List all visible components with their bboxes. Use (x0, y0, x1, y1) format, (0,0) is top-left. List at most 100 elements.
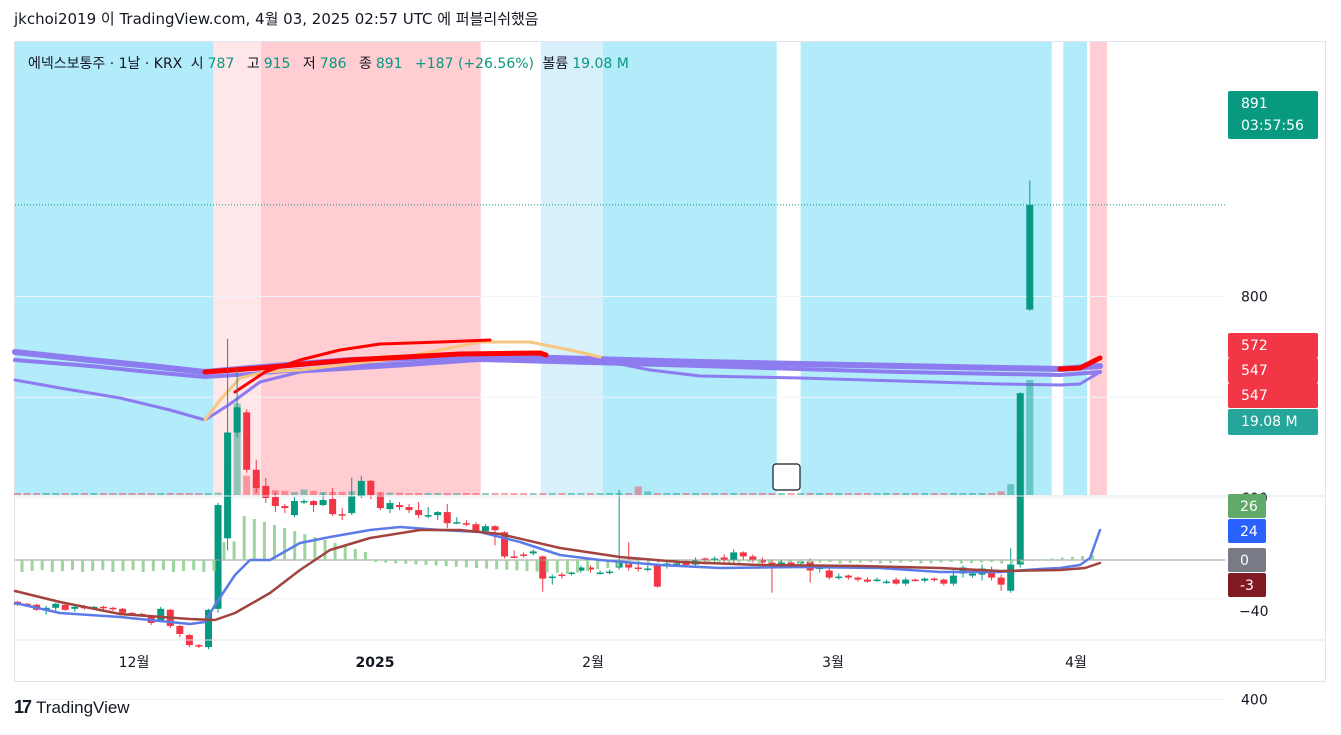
volume-bar (539, 493, 547, 495)
histogram-bar (222, 542, 226, 560)
histogram-bar (1070, 556, 1074, 560)
histogram-bar (616, 560, 620, 567)
volume-bar (892, 493, 900, 495)
histogram-bar (505, 560, 509, 570)
histogram-bar (525, 560, 529, 571)
histogram-bar (192, 560, 196, 570)
histogram-value-badge-text: 26 (1240, 499, 1258, 515)
tradingview-logo[interactable]: 17 TradingView (14, 697, 130, 718)
candle-body (52, 603, 60, 608)
candle-body (443, 512, 451, 524)
candle-body (61, 604, 69, 610)
volume-bar (587, 493, 594, 495)
volume-bar (472, 493, 480, 495)
volume-bar (778, 493, 785, 495)
histogram-bar (929, 560, 933, 563)
histogram-bar (212, 560, 216, 571)
volume-bar (281, 490, 289, 495)
volume-bar (529, 493, 537, 495)
volume-bar (711, 493, 719, 495)
histogram-bar (697, 560, 701, 563)
candle-body (1026, 204, 1034, 310)
histogram-bar (141, 560, 145, 572)
volume-bar (634, 486, 642, 495)
histogram-bar (545, 560, 549, 573)
volume-bar (1026, 380, 1034, 495)
candle-body (988, 570, 996, 578)
volume-bar (520, 493, 528, 495)
volume-bar (42, 493, 50, 495)
histogram-bar (1081, 556, 1084, 560)
time-tick-label: 3월 (822, 655, 844, 671)
histogram-bar (414, 560, 418, 565)
volume-bar (14, 493, 21, 495)
histogram-bar (1030, 560, 1034, 561)
candle-body (71, 606, 79, 609)
legend-low-label: 저 (302, 56, 316, 72)
histogram-bar (969, 560, 973, 563)
candle-body (415, 510, 423, 516)
volume-bar (959, 493, 967, 495)
histogram-bar (555, 560, 559, 573)
histogram-bar (959, 560, 963, 564)
histogram-bar (242, 516, 246, 560)
candle-body (682, 563, 690, 565)
candle-body (644, 568, 652, 571)
candle-body (539, 556, 547, 579)
histogram-bar (828, 560, 832, 562)
candle-body (348, 495, 356, 514)
regime-band (602, 42, 777, 495)
volume-bar (147, 493, 155, 495)
histogram-bar (636, 560, 640, 564)
volume-bar (863, 493, 871, 495)
volume-bar (396, 492, 403, 495)
regime-band (1063, 42, 1088, 495)
histogram-bar (323, 540, 327, 560)
histogram-bar (454, 560, 458, 567)
candle-body (902, 579, 910, 584)
volume-bar (644, 491, 652, 495)
volume-bar (243, 475, 251, 495)
volume-bar (720, 493, 728, 495)
histogram-bar (1050, 558, 1054, 560)
ma-price-badge-1-bg (1228, 333, 1318, 358)
candle-body (949, 575, 957, 584)
histogram-bar (151, 560, 155, 571)
histogram-bar (131, 560, 135, 570)
volume-bar (415, 493, 423, 495)
candle-body (892, 579, 900, 584)
volume-bar (873, 493, 881, 495)
candle-body (854, 577, 862, 580)
histogram-bar (838, 560, 842, 564)
candle-body (243, 412, 251, 470)
legend-symbol[interactable]: 에넥스보통주 · 1날 · KRX (28, 56, 183, 72)
volume-bar (61, 493, 69, 495)
volume-bar (969, 493, 976, 495)
candle-body (329, 499, 337, 515)
histogram-bar (1010, 560, 1014, 563)
candle-body (481, 526, 489, 532)
volume-bar (176, 493, 184, 495)
volume-bar (405, 493, 413, 495)
histogram-bar (980, 560, 983, 563)
time-axis: 12월 2025 2월 3월 4월 (15, 639, 1325, 671)
legend-low: 786 (319, 56, 347, 72)
volume-bar (787, 493, 795, 495)
histogram-bar (353, 549, 357, 560)
volume-bar (930, 493, 938, 495)
candle-body (778, 562, 785, 564)
volume-bar (806, 493, 814, 495)
candle-body (119, 608, 127, 613)
histogram-value-badge-bg (1228, 494, 1266, 518)
histogram-bar (565, 560, 569, 574)
tradingview-brand: TradingView (36, 698, 130, 717)
histogram-bar (485, 560, 489, 569)
histogram-bar (252, 519, 256, 560)
candle-body (214, 505, 222, 609)
candle-body (672, 563, 680, 565)
volume-bar (119, 493, 127, 495)
candle-body (567, 572, 575, 575)
last-price-badge-text: 891 (1241, 96, 1268, 112)
histogram-bar (424, 560, 428, 565)
